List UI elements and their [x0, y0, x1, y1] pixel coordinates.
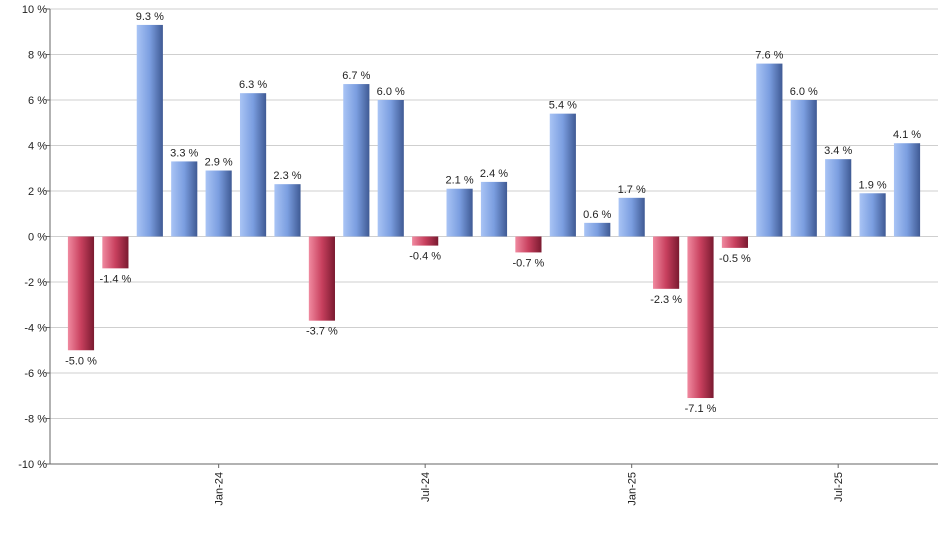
x-tick-label: Jan-25 [627, 472, 639, 506]
y-tick-label: -8 % [24, 414, 47, 426]
value-label: 2.9 % [205, 157, 233, 169]
bar [618, 197, 645, 237]
y-tick-label: 0 % [28, 232, 47, 244]
value-label: -5.0 % [65, 355, 97, 367]
value-label: 6.0 % [790, 86, 818, 98]
value-label: 4.1 % [893, 129, 921, 141]
value-label: 0.6 % [583, 209, 611, 221]
value-label: -1.4 % [99, 273, 131, 285]
bar [67, 236, 95, 351]
bar [274, 184, 301, 237]
bar [412, 236, 439, 246]
bar [653, 236, 680, 289]
bar [825, 159, 852, 237]
bar [859, 193, 886, 237]
y-tick-label: -4 % [24, 323, 47, 335]
bar [308, 236, 335, 321]
y-tick-label: -10 % [18, 459, 47, 471]
value-label: 5.4 % [549, 100, 577, 112]
value-label: 3.4 % [824, 145, 852, 157]
value-label: 6.0 % [377, 86, 405, 98]
value-label: 9.3 % [136, 11, 164, 23]
x-tick-label: Jul-24 [420, 472, 432, 502]
bar [377, 100, 404, 237]
bar [171, 161, 198, 237]
bar [102, 236, 129, 269]
bar [790, 100, 817, 237]
value-label: -2.3 % [650, 294, 682, 306]
value-label: 2.1 % [446, 175, 474, 187]
bar [549, 113, 576, 237]
value-label: -7.1 % [685, 403, 717, 415]
value-label: 3.3 % [170, 147, 198, 159]
y-tick-label: -6 % [24, 368, 47, 380]
y-tick-label: 2 % [28, 186, 47, 198]
value-label: -0.5 % [719, 253, 751, 265]
value-label: -0.4 % [409, 251, 441, 263]
y-tick-label: 6 % [28, 95, 47, 107]
bar [343, 84, 370, 237]
value-label: 7.6 % [755, 50, 783, 62]
value-label: 2.3 % [273, 170, 301, 182]
value-label: 2.4 % [480, 168, 508, 180]
value-label: 6.3 % [239, 79, 267, 91]
bar [584, 222, 611, 237]
x-tick-label: Jul-25 [833, 472, 845, 502]
y-tick-label: 10 % [22, 4, 47, 16]
value-label: 1.7 % [618, 184, 646, 196]
bar [721, 236, 749, 248]
y-tick-label: -2 % [24, 277, 47, 289]
bar [446, 188, 473, 237]
bar [136, 24, 163, 237]
value-label: 6.7 % [342, 70, 370, 82]
value-label: 1.9 % [859, 179, 887, 191]
y-tick-label: 4 % [28, 141, 47, 153]
x-tick-label: Jan-24 [214, 472, 226, 506]
value-label: -3.7 % [306, 326, 338, 338]
bar [687, 236, 714, 399]
bar [239, 93, 267, 237]
bar [480, 181, 508, 237]
y-tick-label: 8 % [28, 50, 47, 62]
bar [205, 170, 232, 237]
value-label: -0.7 % [513, 257, 545, 269]
bar [515, 236, 542, 253]
bar [756, 63, 783, 237]
bar [893, 143, 921, 237]
